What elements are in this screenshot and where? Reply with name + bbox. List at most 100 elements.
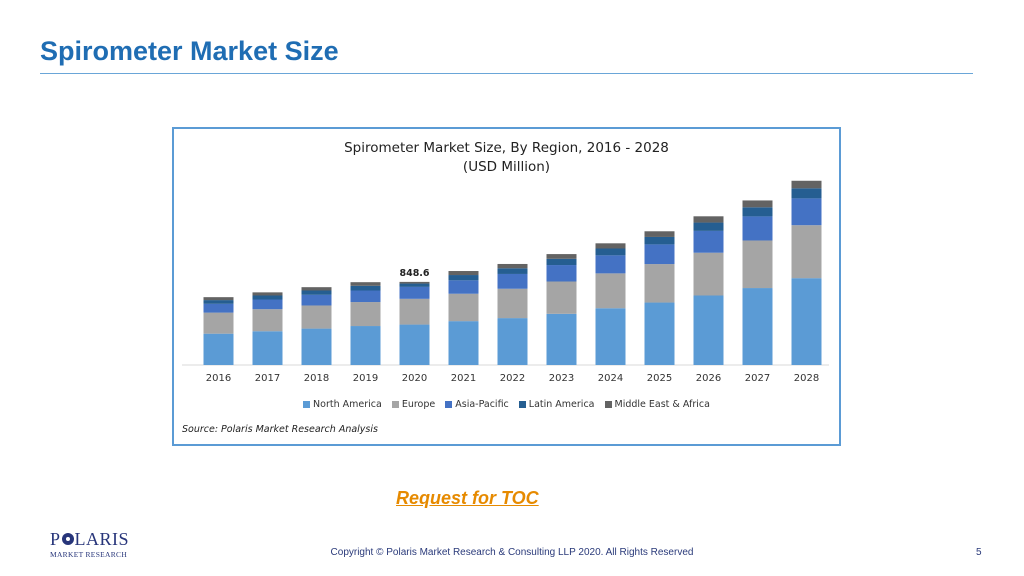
bar-segment-2018-0: [301, 328, 332, 365]
bar-segment-2020-0: [399, 324, 430, 365]
legend-label: North America: [313, 399, 382, 410]
bar-segment-2021-2: [448, 280, 479, 294]
bar-segment-2027-2: [742, 216, 773, 241]
bar-segment-2025-3: [644, 236, 675, 245]
bar-segment-2016-0: [203, 333, 234, 365]
chart-subtitle: (USD Million): [462, 159, 551, 175]
x-tick-label: 2019: [353, 373, 378, 384]
chart-title: Spirometer Market Size, By Region, 2016 …: [344, 140, 669, 156]
logo-wordmark: P LARIS: [50, 530, 129, 548]
bar-segment-2019-1: [350, 302, 381, 327]
bar-segment-2016-2: [203, 303, 234, 313]
legend-swatch: [391, 401, 399, 408]
bar-segment-2028-2: [791, 198, 822, 226]
logo-letters-laris: LARIS: [74, 529, 130, 549]
legend-swatch: [303, 401, 311, 408]
polaris-logo: P LARIS MARKET RESEARCH: [50, 530, 129, 559]
chart-source: Source: Polaris Market Research Analysis: [182, 424, 378, 435]
data-label-2020: 848.6: [399, 268, 429, 279]
bar-segment-2023-1: [546, 281, 577, 314]
x-tick-label: 2018: [304, 373, 329, 384]
legend-label: Asia-Pacific: [455, 399, 509, 410]
legend-item: Latin America: [518, 399, 595, 410]
bar-segment-2019-2: [350, 290, 381, 303]
page-number: 5: [976, 547, 982, 558]
bar-segment-2017-3: [252, 295, 283, 300]
bar-segment-2017-1: [252, 309, 283, 332]
legend-item: Middle East & Africa: [604, 399, 710, 410]
bar-segment-2027-1: [742, 240, 773, 289]
bar-segment-2023-3: [546, 258, 577, 266]
bar-segment-2024-3: [595, 248, 626, 256]
legend-item: Europe: [391, 399, 436, 410]
bar-segment-2022-2: [497, 273, 528, 289]
chart-legend: North America Europe Asia-Pacific Latin Ame…: [174, 399, 839, 410]
x-tick-label: 2027: [745, 373, 770, 384]
x-tick-label: 2024: [598, 373, 623, 384]
bar-segment-2021-3: [448, 275, 479, 281]
x-tick-label: 2020: [402, 373, 427, 384]
bar-segment-2024-0: [595, 308, 626, 365]
bar-segment-2026-1: [693, 252, 724, 296]
bar-segment-2024-1: [595, 273, 626, 309]
bar-segment-2025-1: [644, 264, 675, 303]
legend-swatch: [604, 401, 612, 408]
bar-segment-2026-4: [693, 216, 724, 223]
copyright-notice: Copyright © Polaris Market Research & Co…: [330, 547, 694, 558]
bar-segment-2020-4: [399, 281, 430, 284]
legend-label: Europe: [401, 399, 436, 410]
legend-swatch: [445, 401, 453, 408]
stacked-bar-chart: 2016 2017 2018 2019 2020 848.6 2021 2022 2023 202…: [182, 180, 829, 384]
request-toc-link[interactable]: Request for TOC: [396, 488, 539, 508]
x-tick-label: 2022: [500, 373, 525, 384]
bar-segment-2021-4: [448, 271, 479, 276]
bar-segment-2019-4: [350, 282, 381, 286]
bar-segment-2025-4: [644, 231, 675, 237]
bar-segment-2026-3: [693, 222, 724, 231]
x-tick-label: 2025: [647, 373, 672, 384]
bar-segment-2018-2: [301, 294, 332, 306]
bar-segment-2025-2: [644, 244, 675, 265]
chart-frame: Spirometer Market Size, By Region, 2016 …: [172, 127, 841, 446]
legend-item: North America: [303, 399, 382, 410]
x-tick-label: 2028: [794, 373, 819, 384]
bar-segment-2028-1: [791, 225, 822, 279]
bar-segment-2028-4: [791, 180, 822, 189]
bar-segment-2025-0: [644, 302, 675, 365]
legend-label: Latin America: [528, 399, 595, 410]
bar-segment-2027-0: [742, 288, 773, 365]
bar-segment-2022-0: [497, 318, 528, 365]
legend-item: Asia-Pacific: [445, 399, 509, 410]
bar-segment-2018-4: [301, 287, 332, 291]
bar-segment-2016-1: [203, 312, 234, 334]
bar-segment-2024-4: [595, 243, 626, 249]
bar-segment-2018-1: [301, 305, 332, 329]
bar-segment-2024-2: [595, 255, 626, 274]
logo-star-icon: [61, 533, 74, 545]
bar-segment-2021-0: [448, 321, 479, 365]
x-tick-label: 2016: [206, 373, 231, 384]
bar-segment-2026-2: [693, 230, 724, 253]
bar-segment-2017-2: [252, 299, 283, 310]
logo-subtitle: MARKET RESEARCH: [50, 550, 128, 559]
bar-segment-2023-4: [546, 254, 577, 259]
bar-segment-2020-3: [399, 283, 430, 287]
x-tick-label: 2017: [255, 373, 280, 384]
bar-segment-2021-1: [448, 293, 479, 322]
bar-segment-2028-0: [791, 278, 822, 365]
bar-segment-2016-3: [203, 300, 234, 304]
bar-segment-2020-2: [399, 286, 430, 299]
page-title: Spirometer Market Size: [40, 36, 339, 66]
x-tick-label: 2021: [451, 373, 476, 384]
bar-segment-2019-0: [350, 326, 381, 365]
bar-segment-2027-4: [742, 200, 773, 208]
bar-segment-2022-1: [497, 288, 528, 319]
bar-segment-2027-3: [742, 207, 773, 217]
bar-segment-2020-1: [399, 298, 430, 325]
bar-segment-2022-4: [497, 263, 528, 269]
bar-segment-2022-3: [497, 268, 528, 274]
bar-segment-2023-0: [546, 313, 577, 365]
bar-segment-2017-0: [252, 331, 283, 365]
bar-segment-2016-4: [203, 297, 234, 301]
bar-segment-2018-3: [301, 290, 332, 295]
